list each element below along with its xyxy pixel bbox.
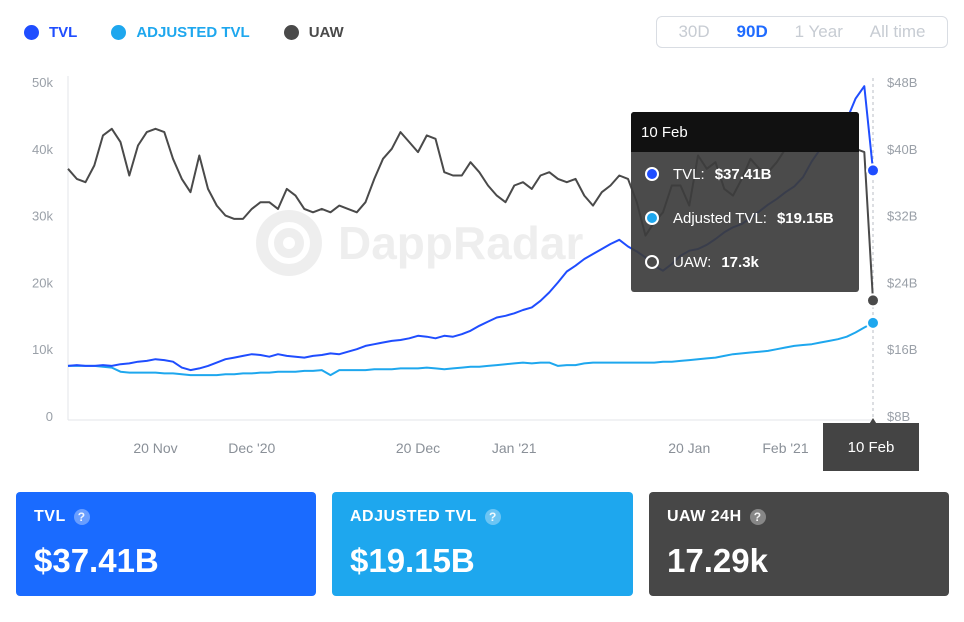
help-icon[interactable]: ? <box>484 509 501 525</box>
right-axis-tick-label: $8B <box>887 409 910 424</box>
legend-item-tvl[interactable]: TVL <box>24 24 77 41</box>
left-axis-tick-label: 50k <box>32 75 53 90</box>
card-adjusted-tvl-value: $19.15B <box>350 542 475 579</box>
watermark-text: DappRadar <box>338 217 584 269</box>
chart-tooltip: 10 Feb TVL: $37.41B Adjusted TVL: $19.15… <box>631 112 859 292</box>
tooltip-date: 10 Feb <box>631 112 859 152</box>
hover-point-uaw <box>866 293 880 308</box>
left-axis-tick-label: 0 <box>46 409 53 424</box>
x-axis-tooltip: 10 Feb <box>823 423 919 471</box>
x-axis-tick-label: Dec '20 <box>228 440 275 456</box>
left-axis-tick-label: 20k <box>32 275 53 290</box>
left-axis-tick-label: 40k <box>32 142 53 157</box>
tooltip-value-adjusted-tvl: $19.15B <box>776 209 834 227</box>
range-90d-button[interactable]: 90D <box>736 22 768 41</box>
watermark: DappRadar <box>254 208 583 278</box>
range-1-year-button[interactable]: 1 Year <box>794 22 843 41</box>
left-axis-tick-label: 10k <box>32 342 53 357</box>
card-uaw-24h-label-row: UAW 24H ? <box>667 508 931 526</box>
right-axis-tick-label: $48B <box>887 75 917 90</box>
legend-item-adjusted-tvl[interactable]: ADJUSTED TVL <box>111 23 250 41</box>
card-tvl: TVL ? $37.41B <box>16 492 316 596</box>
tooltip-dot-tvl-icon <box>645 167 659 181</box>
range-30d-button[interactable]: 30D <box>678 22 710 41</box>
legend-dot-adjusted-tvl-icon <box>111 24 127 40</box>
right-axis-tick-label: $40B <box>887 142 917 157</box>
right-axis-tick-label: $24B <box>887 275 917 290</box>
tooltip-value-tvl: $37.41B <box>714 165 772 183</box>
left-axis-tick-label: 30k <box>32 209 53 224</box>
card-uaw-24h-value: 17.29k <box>667 542 768 579</box>
legend-label-tvl: TVL <box>49 23 78 41</box>
tooltip-label-tvl: TVL: <box>673 165 705 183</box>
tvl-uaw-line-chart: 0 10k 20k 30k 40k 50k $8B $16B $24B $32B $40B $48B 2… <box>32 75 917 456</box>
x-axis-tick-label: 20 Jan <box>668 440 710 456</box>
x-axis-tick-label: Jan '21 <box>492 440 537 456</box>
right-axis-tick-label: $16B <box>887 342 917 357</box>
tooltip-label-adjusted-tvl: Adjusted TVL: <box>673 209 767 227</box>
card-uaw-24h-label: UAW 24H <box>667 508 742 525</box>
tooltip-row-adjusted-tvl: Adjusted TVL: $19.15B <box>631 196 859 240</box>
chart-legend: TVL ADJUSTED TVL UAW <box>24 20 344 44</box>
card-tvl-label-row: TVL ? <box>34 508 298 526</box>
x-axis-tick-label: 20 Nov <box>133 440 177 456</box>
card-tvl-label: TVL <box>34 508 66 525</box>
help-icon[interactable]: ? <box>73 509 90 525</box>
legend-label-uaw: UAW <box>308 23 344 41</box>
tooltip-label-uaw: UAW: <box>673 253 712 271</box>
tooltip-dot-adjusted-tvl-icon <box>645 211 659 225</box>
legend-item-uaw[interactable]: UAW <box>283 23 344 41</box>
hover-point-adjusted-tvl <box>866 315 880 330</box>
tooltip-value-uaw: 17.3k <box>721 253 759 271</box>
x-axis-tick-label: Feb '21 <box>762 440 808 456</box>
time-range-selector: 30D 90D 1 Year All time <box>656 16 948 48</box>
legend-label-adjusted-tvl: ADJUSTED TVL <box>136 23 250 41</box>
card-adjusted-tvl: ADJUSTED TVL ? $19.15B <box>332 492 633 596</box>
tooltip-dot-uaw-icon <box>645 255 659 269</box>
card-adjusted-tvl-label-row: ADJUSTED TVL ? <box>350 508 615 526</box>
legend-dot-tvl-icon <box>24 24 39 40</box>
x-axis-tick-label: 20 Dec <box>396 440 440 456</box>
card-tvl-value: $37.41B <box>34 542 159 579</box>
dappradar-logo-icon <box>256 210 322 276</box>
tooltip-row-uaw: UAW: 17.3k <box>631 240 859 284</box>
series-line-adjusted-tvl <box>68 322 874 377</box>
range-all-time-button[interactable]: All time <box>869 22 926 41</box>
card-uaw-24h: UAW 24H ? 17.29k <box>649 492 949 596</box>
tooltip-row-tvl: TVL: $37.41B <box>631 152 859 196</box>
help-icon[interactable]: ? <box>749 509 766 525</box>
hover-point-tvl <box>866 163 880 178</box>
legend-dot-uaw-icon <box>283 24 299 40</box>
card-adjusted-tvl-label: ADJUSTED TVL <box>350 508 477 525</box>
right-axis-tick-label: $32B <box>887 209 917 224</box>
